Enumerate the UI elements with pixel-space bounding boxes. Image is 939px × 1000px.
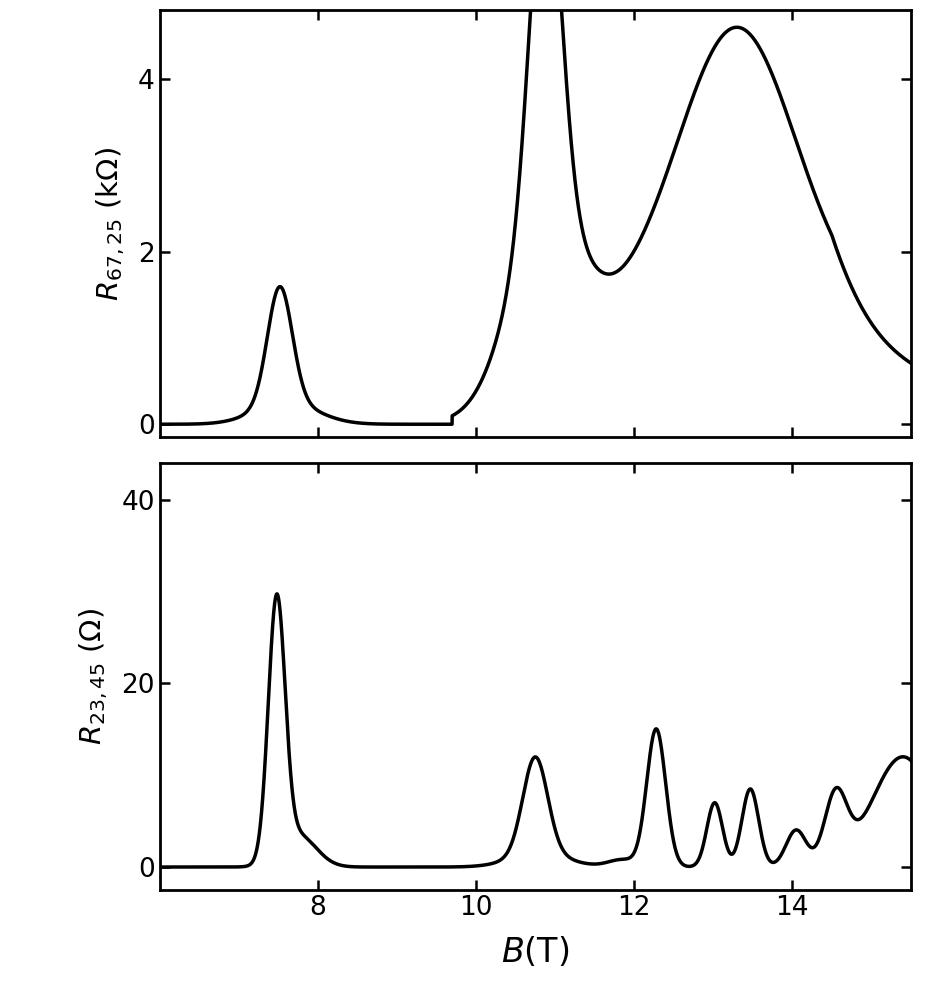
Y-axis label: $R_{67,25}$ (k$\Omega$): $R_{67,25}$ (k$\Omega$) [94, 147, 127, 301]
Y-axis label: $R_{23,45}$ ($\Omega$): $R_{23,45}$ ($\Omega$) [77, 608, 110, 745]
X-axis label: $B$(T): $B$(T) [501, 935, 569, 969]
